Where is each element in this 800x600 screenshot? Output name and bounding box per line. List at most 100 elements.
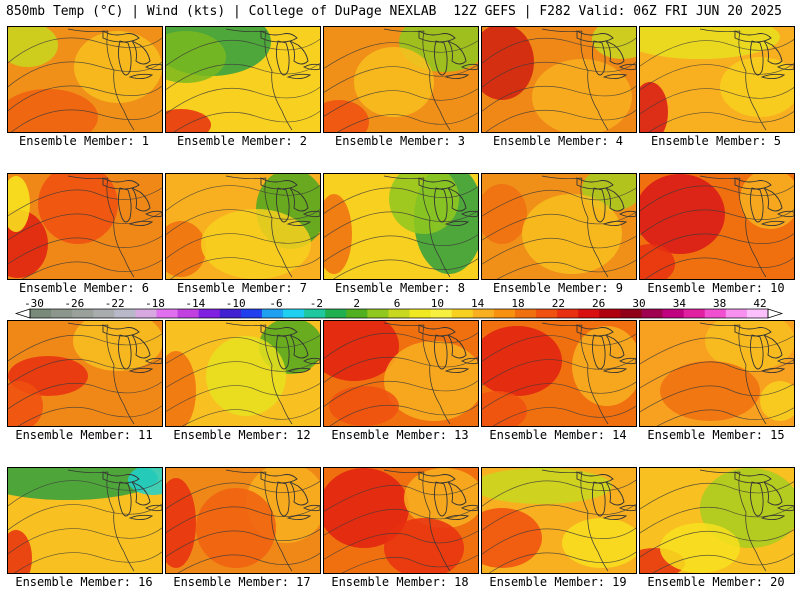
ensemble-member-label: Ensemble Member: 13 xyxy=(331,428,469,442)
ensemble-member-label: Ensemble Member: 12 xyxy=(173,428,311,442)
temperature-map-7 xyxy=(166,174,320,279)
temperature-map-10 xyxy=(640,174,794,279)
temperature-region xyxy=(354,47,434,117)
ensemble-map-panel-5 xyxy=(639,26,795,133)
ensemble-map-panel-8 xyxy=(323,173,479,280)
colorbar-swatch xyxy=(72,309,94,318)
temperature-region xyxy=(640,82,668,132)
temperature-region xyxy=(660,361,760,421)
colorbar-swatch xyxy=(683,309,706,318)
ensemble-map-panel-9 xyxy=(481,173,637,280)
colorbar-swatch xyxy=(578,309,600,318)
great-lakes-outline xyxy=(418,30,478,80)
ensemble-map-panel-19 xyxy=(481,467,637,574)
great-lakes-outline xyxy=(418,471,478,521)
temperature-region xyxy=(324,194,352,274)
map-boundary-lines xyxy=(541,322,609,425)
colorbar-tick-label: -18 xyxy=(145,297,165,310)
height-contours xyxy=(324,482,478,573)
height-contours xyxy=(166,480,320,573)
height-contours xyxy=(8,479,162,573)
map-boundary-lines xyxy=(67,28,135,131)
height-contours xyxy=(482,37,636,132)
colorbar-swatch xyxy=(325,309,347,318)
great-lakes-outline xyxy=(260,30,320,80)
height-contours xyxy=(482,479,636,573)
map-boundary-lines xyxy=(67,322,135,425)
colorbar-swatch xyxy=(493,309,516,318)
colorbar-max-arrow xyxy=(767,308,784,319)
colorbar-tick-label: -30 xyxy=(24,297,44,310)
colorbar-swatch xyxy=(704,309,727,318)
colorbar-swatch xyxy=(346,309,368,318)
ensemble-map-panel-2 xyxy=(165,26,321,133)
temperature-region xyxy=(38,174,118,244)
temperature-map-19 xyxy=(482,468,636,573)
great-lakes-outline xyxy=(734,324,794,374)
temperature-map-5 xyxy=(640,27,794,132)
ensemble-map-panel-15 xyxy=(639,320,795,427)
temperature-region xyxy=(8,530,32,573)
temperature-region xyxy=(384,341,478,421)
height-contours xyxy=(640,185,794,279)
ensemble-map-panel-14 xyxy=(481,320,637,427)
colorbar-swatch xyxy=(641,309,663,318)
colorbar-outline xyxy=(29,308,769,319)
height-contours xyxy=(166,38,320,132)
great-lakes-outline xyxy=(734,177,794,227)
map-boundary-lines xyxy=(225,469,293,572)
temperature-region xyxy=(482,27,534,100)
colorbar-tick-label: 30 xyxy=(632,297,646,310)
ensemble-member-label: Ensemble Member: 20 xyxy=(647,575,785,589)
colorbar-swatch xyxy=(620,309,642,318)
great-lakes-outline xyxy=(576,30,636,80)
temperature-map-14 xyxy=(482,321,636,426)
temperature-region xyxy=(482,508,542,568)
ensemble-member-label: Ensemble Member: 18 xyxy=(331,575,469,589)
ensemble-member-label: Ensemble Member: 6 xyxy=(18,281,150,295)
map-boundary-lines xyxy=(67,469,135,572)
temperature-region xyxy=(8,176,30,232)
ensemble-member-label: Ensemble Member: 3 xyxy=(334,134,466,148)
map-boundary-lines xyxy=(541,28,609,131)
temperature-region xyxy=(166,109,211,132)
colorbar-swatch xyxy=(304,309,326,318)
map-boundary-lines xyxy=(225,28,293,131)
colorbar-swatch xyxy=(367,309,389,318)
temperature-region xyxy=(201,209,311,279)
map-boundary-lines xyxy=(541,469,609,572)
colorbar-swatch xyxy=(557,309,579,318)
colorbar-swatch xyxy=(30,309,52,318)
colorbar-tick-label: 14 xyxy=(471,297,485,310)
height-contours xyxy=(482,187,636,279)
colorbar-swatch xyxy=(283,309,305,318)
great-lakes-outline xyxy=(734,471,794,521)
height-contours xyxy=(324,186,478,279)
ensemble-map-panel-13 xyxy=(323,320,479,427)
colorbar-swatch xyxy=(114,309,136,318)
colorbar-swatch xyxy=(451,309,474,318)
ensemble-member-label: Ensemble Member: 15 xyxy=(647,428,785,442)
height-contours xyxy=(324,40,478,132)
ensemble-map-panel-11 xyxy=(7,320,163,427)
temperature-region xyxy=(522,194,622,274)
colorbar-swatch xyxy=(536,309,558,318)
great-lakes-outline xyxy=(734,30,794,80)
great-lakes-outline xyxy=(102,30,162,80)
ensemble-map-panel-4 xyxy=(481,26,637,133)
temperature-map-8 xyxy=(324,174,478,279)
temperature-region xyxy=(482,326,562,396)
temperature-region xyxy=(482,184,527,244)
colorbar-swatch xyxy=(409,309,432,318)
temperature-region xyxy=(8,381,43,426)
colorbar-swatch xyxy=(599,309,621,318)
great-lakes-outline xyxy=(102,471,162,521)
ensemble-map-panel-16 xyxy=(7,467,163,574)
model-run-info: 12Z GEFS | F282 Valid: 06Z FRI JUN 20 20… xyxy=(453,4,782,19)
ensemble-map-panel-17 xyxy=(165,467,321,574)
great-lakes-outline xyxy=(576,324,636,374)
ensemble-member-label: Ensemble Member: 8 xyxy=(334,281,466,295)
height-contours xyxy=(166,334,320,426)
temperature-map-12 xyxy=(166,321,320,426)
temperature-region xyxy=(8,89,98,132)
